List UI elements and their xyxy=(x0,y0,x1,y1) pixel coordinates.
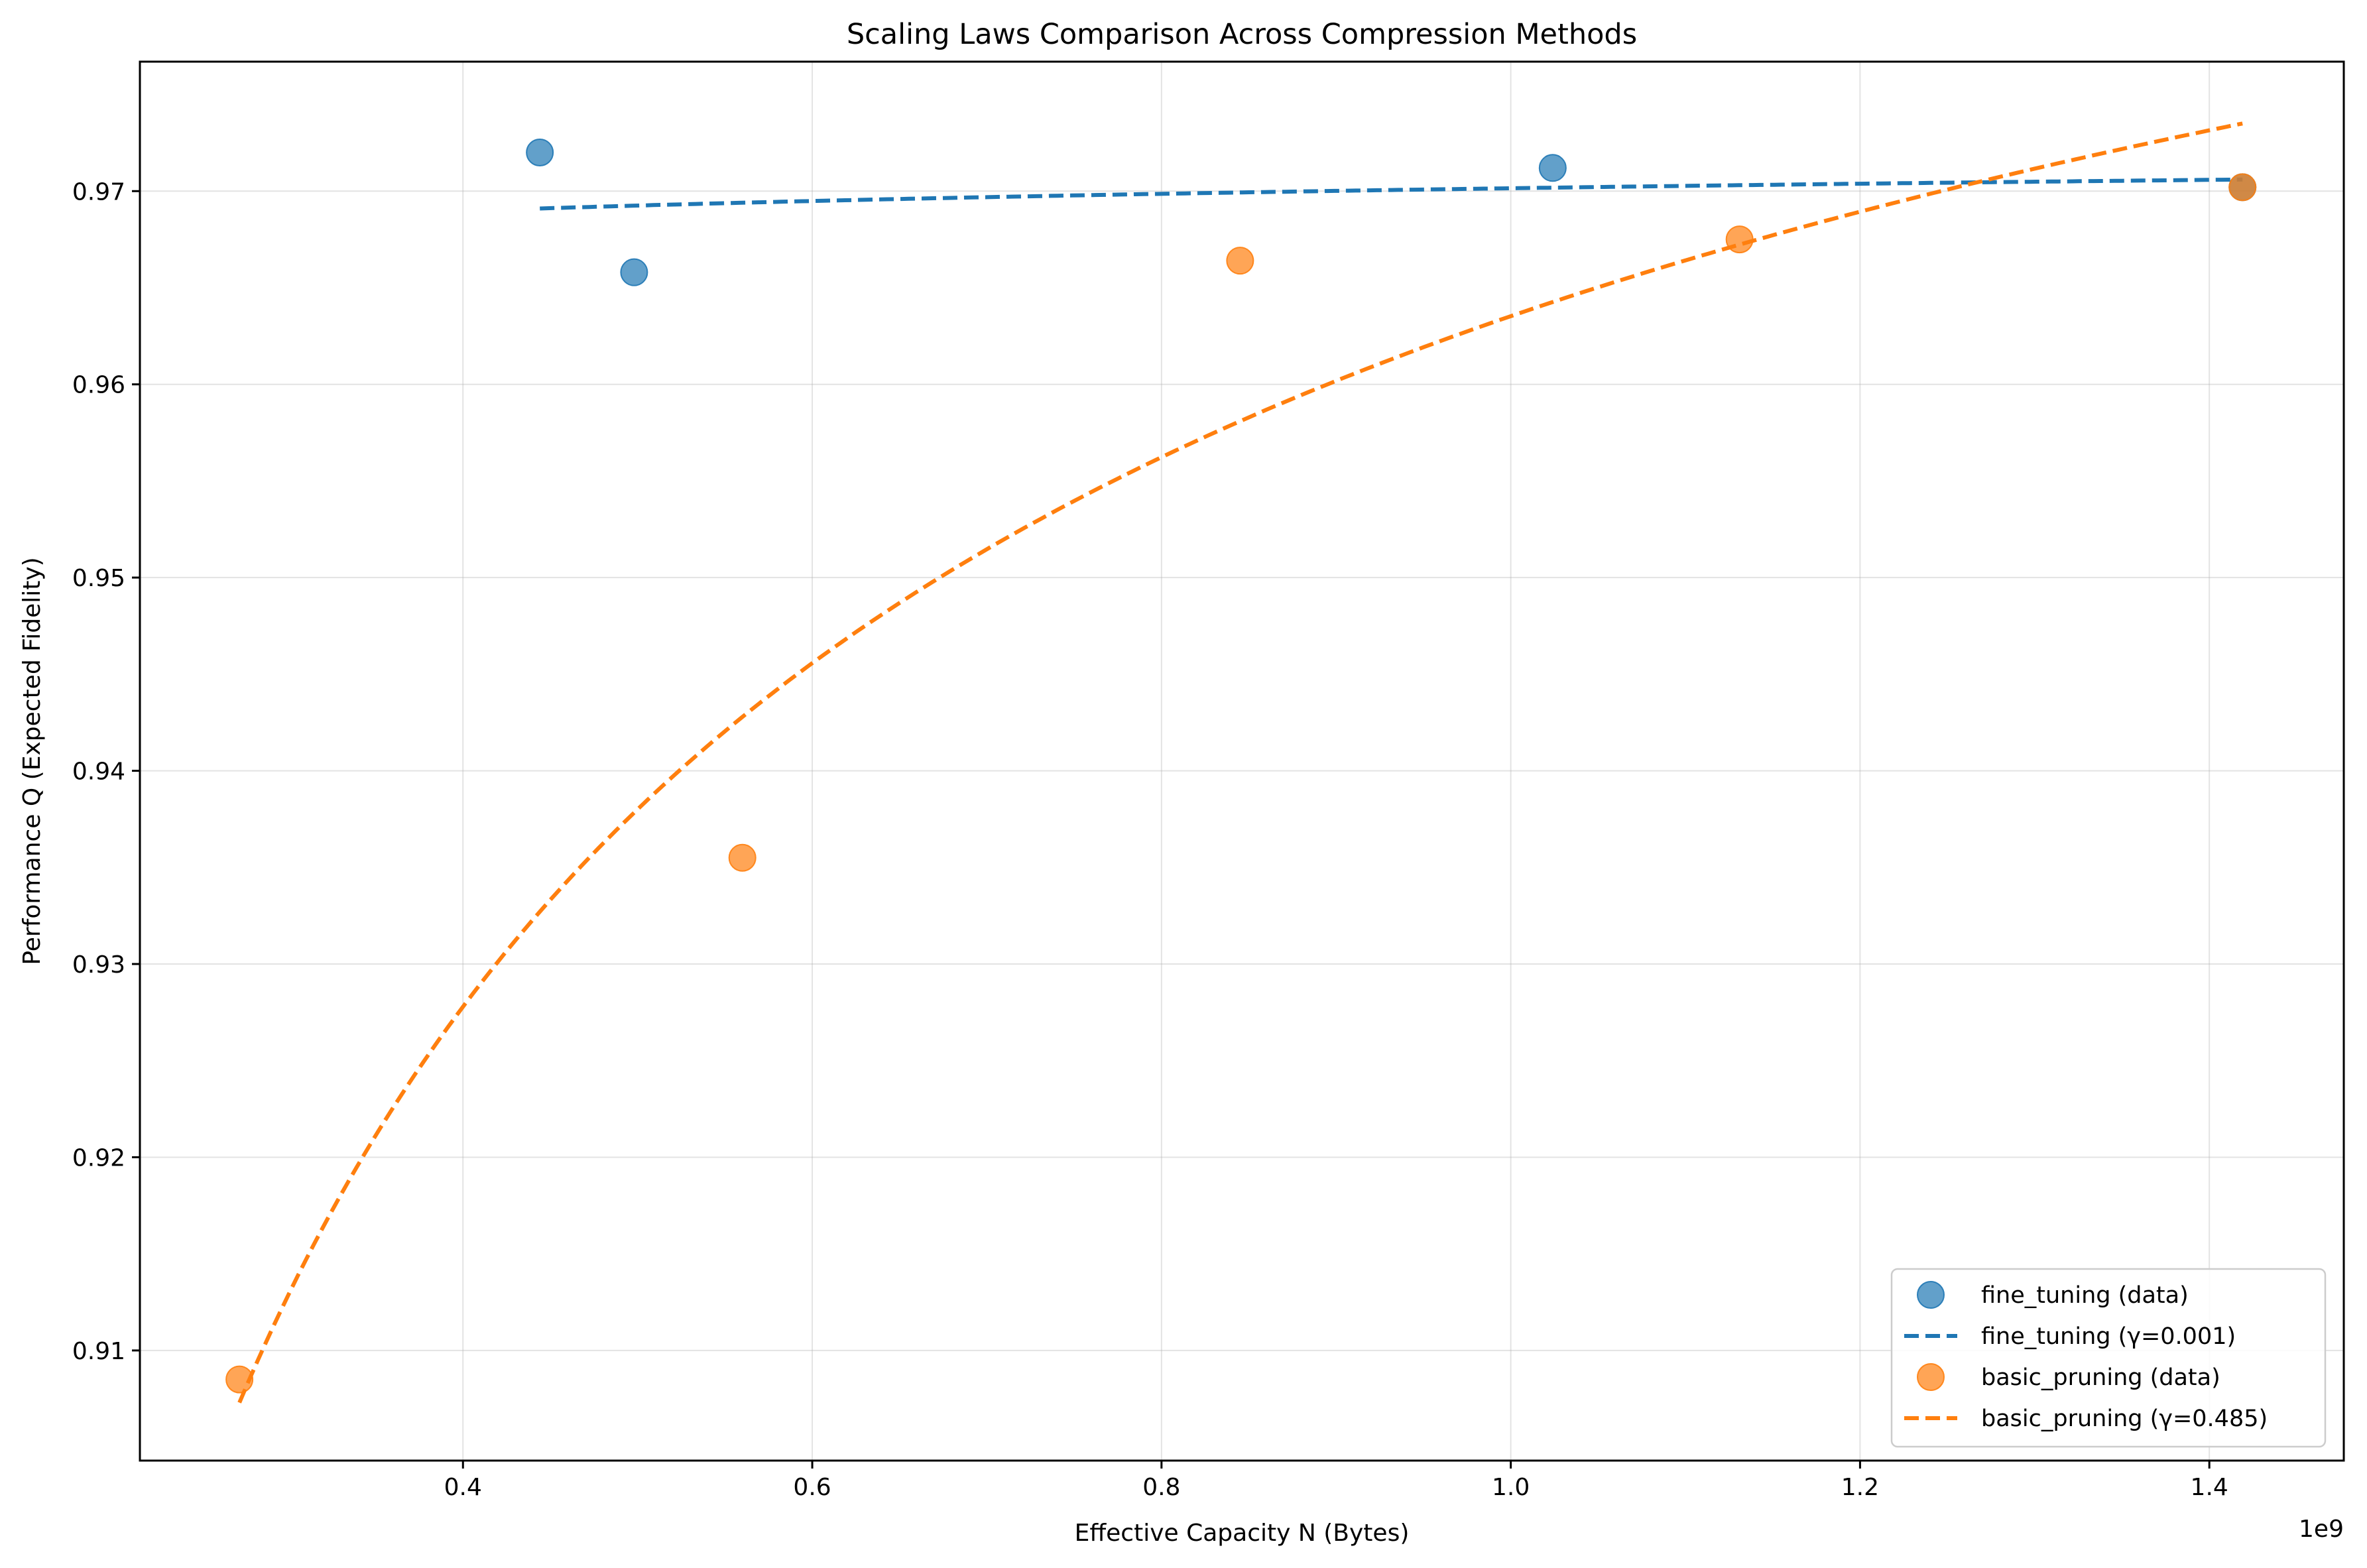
legend-entry-label: fine_tuning (data) xyxy=(1981,1282,2189,1309)
fit-line-series-3 xyxy=(237,121,2243,1404)
legend-marker-swatch xyxy=(1917,1281,1945,1309)
legend-entry-label: basic_pruning (data) xyxy=(1981,1364,2220,1391)
series-layer xyxy=(225,121,2257,1404)
data-point-series-2 xyxy=(225,1365,254,1394)
x-tick-label: 0.4 xyxy=(444,1474,482,1501)
data-point-series-2 xyxy=(1226,247,1254,275)
y-tick-label: 0.92 xyxy=(72,1144,125,1172)
y-tick-label: 0.95 xyxy=(72,565,125,592)
ticks-layer: 0.4 0.6 0.8 1.0 1.2 1.4 0.91 0.92 0.93 0.94 0.95 0.… xyxy=(72,178,2228,1501)
chart-title: Scaling Laws Comparison Across Compressi… xyxy=(847,18,1637,51)
x-tick-label: 1.2 xyxy=(1841,1474,1879,1501)
x-tick-label: 0.6 xyxy=(793,1474,831,1501)
data-point-series-2 xyxy=(728,843,757,872)
x-tick-label: 0.8 xyxy=(1142,1474,1180,1501)
data-point-series-0 xyxy=(526,138,554,166)
y-tick-label: 0.97 xyxy=(72,178,125,206)
data-point-series-0 xyxy=(1538,154,1567,182)
data-point-series-0 xyxy=(620,258,648,286)
y-tick-label: 0.94 xyxy=(72,758,125,786)
legend-entry-label: fine_tuning (γ=0.001) xyxy=(1981,1323,2236,1350)
legend-entries: fine_tuning (data) fine_tuning (γ=0.001) b… xyxy=(1904,1281,2268,1432)
y-tick-label: 0.93 xyxy=(72,951,125,979)
legend: fine_tuning (data) fine_tuning (γ=0.001) b… xyxy=(1890,1268,2327,1448)
x-axis-label: Effective Capacity N (Bytes) xyxy=(1075,1520,1410,1547)
y-axis-label: Performance Q (Expected Fidelity) xyxy=(19,557,46,965)
plot-frame xyxy=(139,60,2345,1462)
y-tick-label: 0.96 xyxy=(72,372,125,399)
grid-layer xyxy=(140,62,2344,1461)
data-point-series-2 xyxy=(2228,173,2257,202)
x-tick-label: 1.0 xyxy=(1492,1474,1530,1501)
legend-entry-label: basic_pruning (γ=0.485) xyxy=(1981,1406,2268,1432)
legend-frame xyxy=(1890,1268,2327,1448)
x-axis-offset-label: 1e9 xyxy=(2299,1516,2344,1543)
legend-marker-swatch xyxy=(1917,1363,1945,1391)
x-tick-label: 1.4 xyxy=(2191,1474,2228,1501)
plot-area: 0.4 0.6 0.8 1.0 1.2 1.4 0.91 0.92 0.93 0.94 0.95 0.… xyxy=(72,60,2345,1501)
y-tick-label: 0.91 xyxy=(72,1338,125,1365)
fit-line-series-1 xyxy=(540,177,2243,211)
